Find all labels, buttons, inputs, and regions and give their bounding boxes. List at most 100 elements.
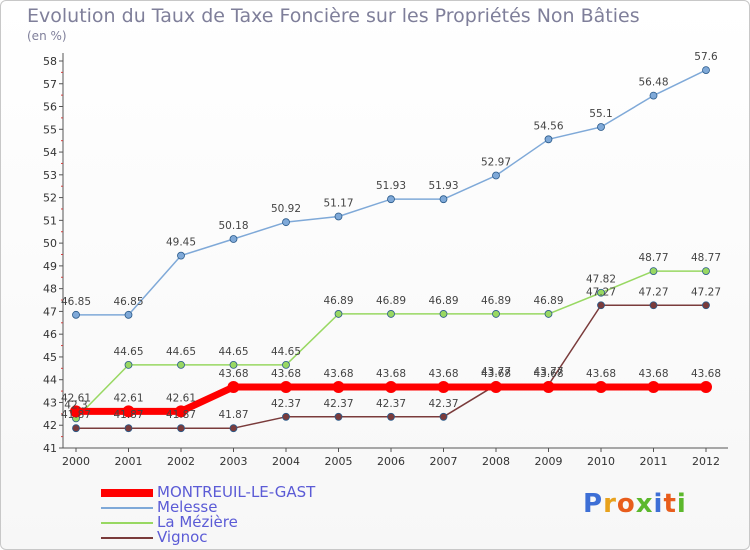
data-point [229, 361, 238, 369]
y-tick-label: 54 [43, 146, 57, 159]
x-tick-label: 2006 [377, 455, 405, 468]
data-point [702, 301, 710, 310]
y-tick-label: 51 [43, 214, 57, 227]
data-point [282, 218, 290, 227]
y-tick-label: 50 [43, 237, 57, 250]
legend-item-melesse: Melesse [101, 500, 315, 515]
data-point [544, 135, 553, 144]
y-tick-label: 48 [43, 283, 57, 296]
data-label: 42.37 [271, 398, 301, 410]
data-point [597, 301, 605, 310]
y-tick-label: 47 [43, 305, 57, 318]
data-label: 42.37 [428, 398, 458, 410]
data-label: 51.93 [428, 180, 458, 192]
y-tick-label: 55 [43, 123, 57, 136]
data-label: 46.85 [113, 296, 143, 308]
data-label: 48.77 [638, 252, 668, 264]
data-point [124, 310, 133, 319]
data-point [492, 171, 500, 180]
x-tick-label: 2002 [167, 455, 195, 468]
y-tick-label: 57 [43, 78, 57, 91]
data-label: 44.65 [218, 346, 248, 358]
y-tick-label: 53 [43, 169, 57, 182]
data-point [175, 405, 187, 418]
y-tick-label: 58 [43, 55, 57, 68]
data-label: 57.6 [694, 51, 718, 63]
data-point [124, 424, 133, 433]
legend-label-montreuil: MONTREUIL-LE-GAST [157, 483, 316, 501]
data-label: 41.87 [166, 409, 196, 421]
data-point [334, 412, 343, 421]
data-point [280, 380, 292, 393]
legend-label-la-meziere: La Mézière [157, 513, 238, 531]
data-point [700, 380, 712, 393]
legend-item-la-meziere: La Mézière [101, 515, 315, 530]
data-label: 43.77 [481, 366, 511, 378]
data-label: 52.97 [481, 157, 511, 169]
data-label: 43.68 [533, 368, 563, 380]
data-point [385, 380, 397, 393]
proxiti-logo: Proxiti [583, 489, 687, 519]
data-point [124, 361, 133, 369]
legend-label-melesse: Melesse [157, 498, 218, 516]
y-tick-label: 46 [43, 328, 57, 341]
y-tick-label: 43 [43, 396, 57, 409]
data-label: 51.93 [376, 180, 406, 192]
data-label: 56.48 [638, 77, 668, 89]
data-point [282, 361, 290, 369]
data-point [387, 412, 395, 421]
data-point [595, 380, 607, 393]
logo-letter: i [676, 489, 687, 519]
legend-swatch-melesse [101, 506, 153, 509]
data-label: 54.56 [533, 120, 563, 132]
data-point [229, 424, 238, 433]
data-point [177, 251, 185, 260]
data-label: 51.17 [323, 197, 353, 209]
data-point [122, 405, 135, 418]
data-label: 41.87 [113, 409, 143, 421]
data-point [490, 380, 502, 393]
y-tick-label: 52 [43, 192, 57, 205]
x-tick-label: 2000 [62, 455, 90, 468]
data-label: 44.65 [166, 346, 196, 358]
data-point [177, 361, 185, 369]
legend-label-vignoc: Vignoc [157, 528, 208, 546]
data-point [702, 267, 710, 276]
y-tick-label: 44 [43, 374, 57, 387]
data-label: 47.27 [586, 286, 616, 298]
data-label: 46.89 [533, 295, 563, 307]
data-point [597, 288, 605, 297]
data-point [649, 267, 658, 276]
data-label: 47.82 [586, 274, 616, 286]
data-point [72, 310, 80, 319]
data-point [387, 310, 395, 318]
data-label: 42.61 [61, 392, 91, 404]
chart-title: Evolution du Taux de Taxe Foncière sur l… [27, 5, 640, 27]
data-point [177, 424, 185, 433]
data-point [387, 195, 395, 204]
data-label: 50.92 [271, 203, 301, 215]
data-point [542, 380, 555, 393]
data-label: 48.77 [691, 252, 721, 264]
data-point [332, 380, 345, 393]
legend-swatch-vignoc [101, 536, 153, 539]
data-point [334, 310, 343, 318]
data-point [439, 412, 448, 421]
x-tick-label: 2007 [430, 455, 458, 468]
x-tick-label: 2005 [325, 455, 353, 468]
data-label: 43.68 [323, 368, 353, 380]
legend-swatch-la-meziere [101, 521, 153, 524]
data-point [334, 212, 343, 221]
logo-letter: P [583, 489, 604, 519]
data-label: 46.89 [323, 295, 353, 307]
axes: 41 42 43 44 45 46 47 48 49 50 51 52 53 54 55 56 57 58 2000… [43, 53, 728, 468]
data-point [597, 123, 605, 131]
data-label: 47.27 [691, 286, 721, 298]
data-label: 42.37 [376, 398, 406, 410]
logo-letter: i [653, 489, 664, 519]
data-point [647, 380, 660, 393]
x-tick-label: 2004 [272, 455, 300, 468]
x-tick-label: 2010 [587, 455, 615, 468]
